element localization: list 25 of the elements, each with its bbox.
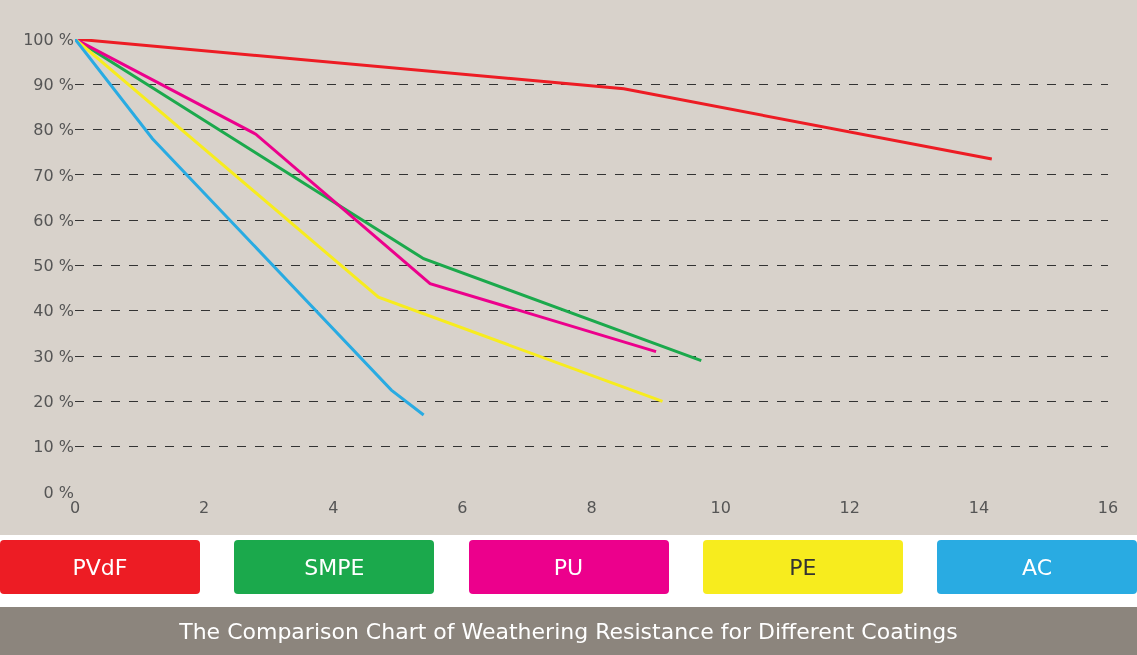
y-tick-label: 10 % bbox=[33, 437, 74, 457]
x-tick-label: 4 bbox=[328, 498, 339, 517]
y-tick-label: 30 % bbox=[33, 346, 74, 366]
text: SMPE bbox=[234, 540, 435, 594]
x-tick-label: 8 bbox=[586, 498, 597, 517]
y-tick-label: 60 % bbox=[33, 210, 74, 230]
y-tick-label: 90 % bbox=[33, 74, 74, 94]
text: PE bbox=[702, 540, 903, 594]
text: AC bbox=[937, 540, 1137, 594]
x-tick-label: 16 bbox=[1097, 498, 1119, 517]
y-tick-label: 100 % bbox=[23, 29, 74, 49]
y-tick-label: 40 % bbox=[33, 301, 74, 321]
y-tick-label: 80 % bbox=[33, 120, 74, 140]
line-series bbox=[75, 39, 426, 417]
text: PVdF bbox=[0, 540, 200, 594]
text: PU bbox=[468, 540, 669, 594]
y-tick-label: 70 % bbox=[33, 165, 74, 185]
x-tick-label: 10 bbox=[710, 498, 731, 517]
x-tick-label: 2 bbox=[199, 498, 210, 517]
x-tick-label: 12 bbox=[839, 498, 860, 517]
x-tick-label: 6 bbox=[457, 498, 468, 517]
x-tick-label: 14 bbox=[968, 498, 990, 517]
text: The Comparison Chart of Weathering Resistance for Different Coatings bbox=[0, 607, 1137, 655]
y-tick-label: 20 % bbox=[33, 392, 74, 411]
y-tick-label: 50 % bbox=[33, 256, 74, 276]
